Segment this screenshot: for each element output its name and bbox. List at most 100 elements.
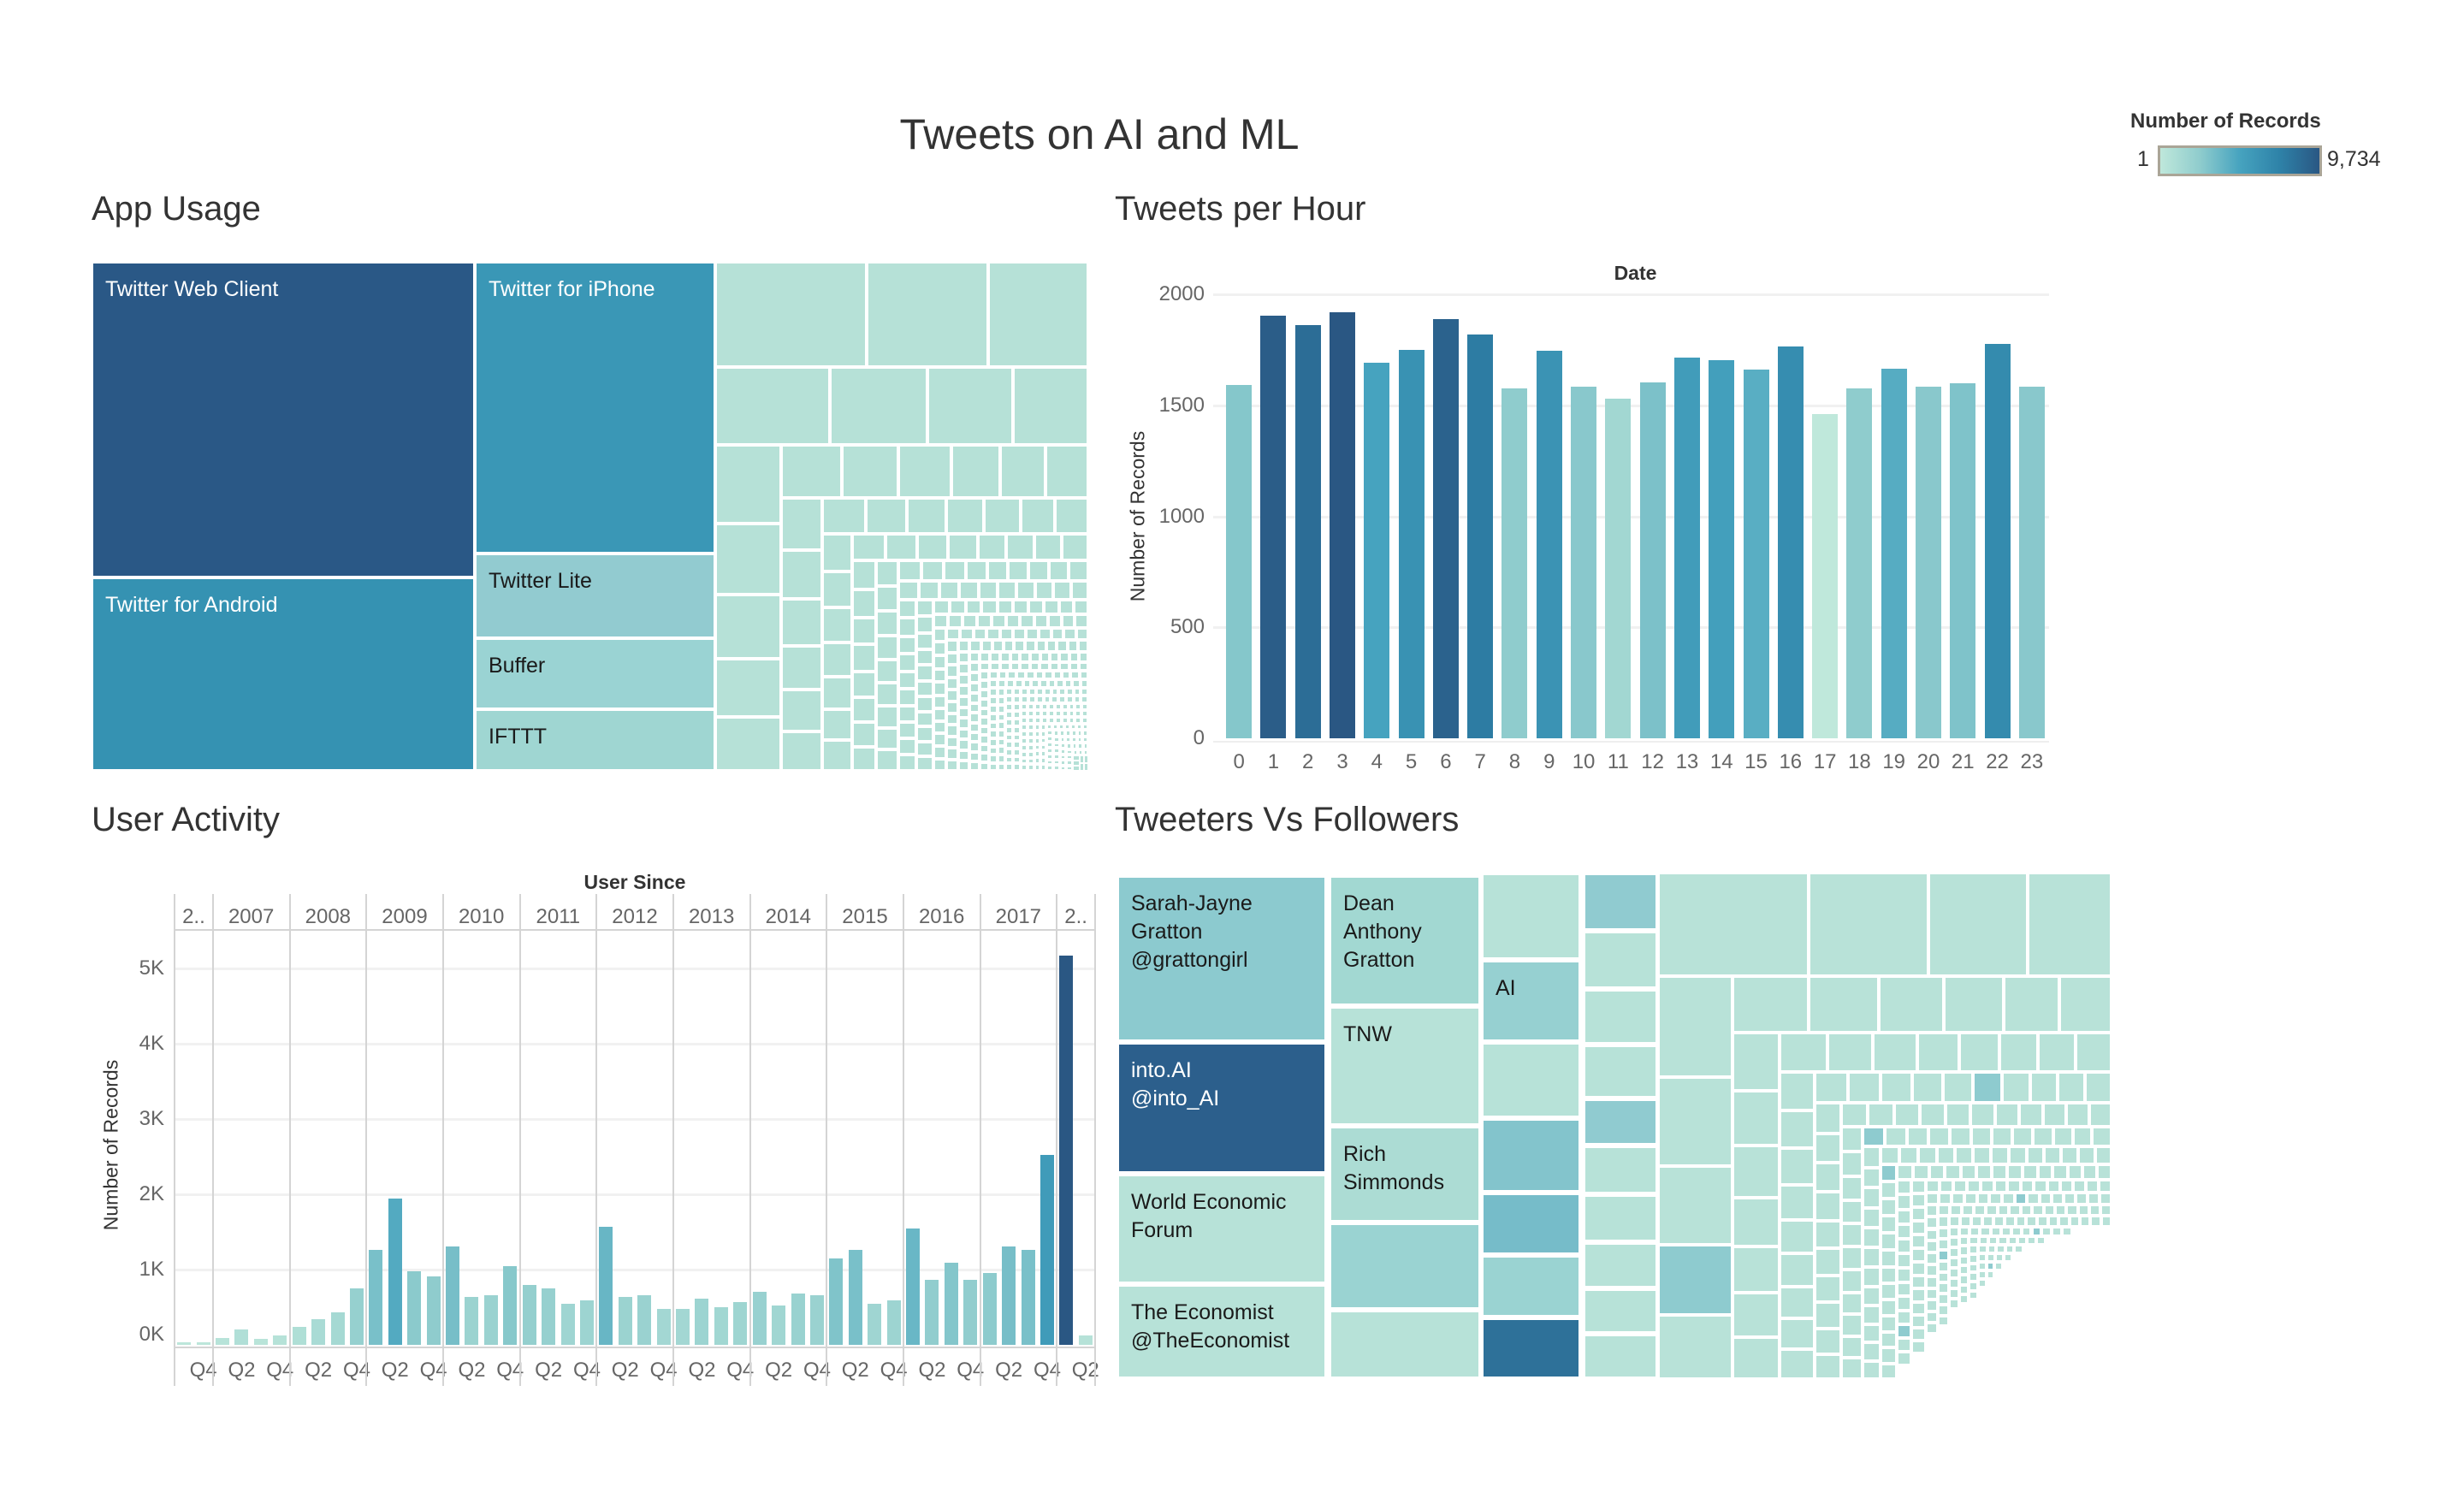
- app-tile-other[interactable]: [1043, 696, 1051, 703]
- app-tile-other[interactable]: [715, 595, 781, 660]
- app-tile-other[interactable]: [821, 571, 853, 608]
- bar[interactable]: [791, 1293, 805, 1345]
- tweeter-tile-other[interactable]: [1840, 1314, 1863, 1337]
- app-tile-other[interactable]: [1072, 749, 1078, 756]
- app-tile-other[interactable]: [1059, 652, 1069, 662]
- app-tile-other[interactable]: [1005, 696, 1014, 704]
- app-tile-other[interactable]: [1029, 652, 1040, 662]
- tweeter-tile-other[interactable]: [1873, 1032, 1917, 1073]
- year-header-label[interactable]: 2008: [305, 905, 352, 928]
- tweeter-tile-other[interactable]: [1950, 1127, 1971, 1147]
- bar[interactable]: [906, 1229, 921, 1345]
- app-tile-other[interactable]: [1020, 652, 1030, 662]
- tweeter-tile-other[interactable]: [1896, 1223, 1912, 1239]
- tweeter-tile-other[interactable]: [1964, 1192, 1977, 1205]
- bar[interactable]: [560, 1304, 575, 1345]
- tweeter-tile-other[interactable]: [1896, 1253, 1912, 1268]
- app-tile-other[interactable]: [1040, 679, 1048, 688]
- app-tile-other[interactable]: [988, 688, 998, 697]
- tweeter-tile-other[interactable]: [1911, 1275, 1926, 1289]
- app-tile-other[interactable]: [988, 262, 1088, 367]
- tweeter-tile-other[interactable]: [1815, 1133, 1841, 1163]
- app-tile-other[interactable]: [1069, 652, 1079, 662]
- app-tile-other[interactable]: [944, 560, 966, 581]
- app-tile-other[interactable]: [988, 762, 998, 771]
- app-tile-other[interactable]: [1028, 750, 1035, 758]
- app-tile-other[interactable]: [1052, 580, 1071, 600]
- app-tile-other[interactable]: [1047, 679, 1057, 688]
- app-tile-other[interactable]: [852, 696, 877, 723]
- app-tile-other[interactable]: [898, 636, 917, 654]
- app-tile-other[interactable]: [1054, 702, 1062, 711]
- bar[interactable]: [982, 1273, 997, 1345]
- tweeter-tile-other[interactable]: [1925, 1252, 1939, 1265]
- app-tile-other[interactable]: [1035, 640, 1047, 653]
- tweeter-tile-other[interactable]: [1969, 1272, 1978, 1282]
- app-tile-other[interactable]: [988, 721, 998, 731]
- tweeter-tile-other[interactable]: [1977, 1270, 1987, 1280]
- app-tile-other[interactable]: [946, 497, 985, 534]
- tweeter-tile-other[interactable]: [2005, 1245, 2015, 1254]
- tweeter-tile-other[interactable]: [1880, 1199, 1897, 1217]
- bar[interactable]: [772, 1305, 786, 1345]
- app-tile-other[interactable]: [1034, 743, 1041, 751]
- app-tile-other[interactable]: [933, 628, 947, 642]
- app-tile-other[interactable]: [988, 746, 998, 755]
- app-tile-other[interactable]: [933, 642, 947, 656]
- tweeter-tile-other[interactable]: [1911, 1301, 1926, 1316]
- app-tile-other[interactable]: [1034, 757, 1041, 765]
- app-tile-other[interactable]: [998, 755, 1006, 763]
- app-tile-other[interactable]: [1005, 749, 1014, 756]
- tweeter-tile-other[interactable]: [1938, 1192, 1952, 1205]
- tweeter-tile[interactable]: into.AI @into_AI: [1116, 1042, 1327, 1174]
- tweeter-tile-other[interactable]: [1996, 1245, 2005, 1254]
- app-tile-other[interactable]: [949, 599, 966, 614]
- app-tile-other[interactable]: [965, 599, 982, 614]
- app-tile-other[interactable]: [1083, 755, 1088, 764]
- tweeter-tile-other[interactable]: [1732, 1293, 1780, 1337]
- app-tile-other[interactable]: [968, 652, 980, 663]
- app-tile-other[interactable]: [1008, 560, 1029, 581]
- app-tile-other[interactable]: [916, 741, 933, 757]
- tweeter-tile-other[interactable]: [1779, 1032, 1827, 1073]
- tweeter-tile-other[interactable]: [1991, 1146, 2010, 1164]
- app-tile-other[interactable]: [946, 665, 959, 678]
- app-tile-other[interactable]: [715, 717, 781, 771]
- tweeter-tile-other[interactable]: [1583, 1242, 1658, 1288]
- tweeter-tile-other[interactable]: [1990, 1226, 2001, 1236]
- app-tile-other[interactable]: [916, 665, 933, 681]
- app-tile-other[interactable]: [1053, 736, 1060, 743]
- tweeter-tile-other[interactable]: [1815, 1353, 1841, 1379]
- app-tile-other[interactable]: [916, 533, 948, 561]
- tweeter-tile-other[interactable]: [1949, 1299, 1959, 1310]
- tweeter-tile-other[interactable]: [1896, 1267, 1912, 1282]
- tweeter-tile-other[interactable]: [2020, 1179, 2035, 1193]
- tweeter-tile-other[interactable]: [2012, 1127, 2034, 1147]
- app-tile-other[interactable]: [780, 497, 822, 550]
- tweeter-tile-other[interactable]: [1878, 976, 1944, 1033]
- app-tile-other[interactable]: [980, 753, 989, 762]
- tweeter-tile-other[interactable]: [1880, 1233, 1897, 1251]
- bar[interactable]: [330, 1311, 345, 1345]
- app-tile-other[interactable]: [1034, 580, 1053, 600]
- tweeter-tile-other[interactable]: [1938, 1294, 1950, 1305]
- app-tile-other[interactable]: [1063, 679, 1073, 688]
- app-tile-other[interactable]: [1051, 628, 1064, 641]
- tweeter-tile-other[interactable]: [1997, 1205, 2010, 1217]
- bar[interactable]: [1040, 1155, 1054, 1345]
- app-tile-other[interactable]: [946, 640, 959, 653]
- bar[interactable]: [963, 1280, 978, 1345]
- app-tile-other[interactable]: [1028, 710, 1035, 718]
- app-tile-other[interactable]: [1034, 717, 1042, 724]
- bar[interactable]: [1950, 382, 1976, 738]
- tweeter-tile-other[interactable]: [1925, 1288, 1939, 1300]
- tweeter-tile-other[interactable]: [1880, 1163, 1897, 1182]
- tweeter-tile-other[interactable]: [2092, 1127, 2112, 1147]
- tweeter-tile-other[interactable]: [1949, 1216, 1961, 1227]
- tweeter-tile-other[interactable]: [1938, 1238, 1950, 1250]
- app-tile-other[interactable]: [1027, 702, 1034, 711]
- app-tile-other[interactable]: [1061, 702, 1069, 711]
- tweeter-tile-other[interactable]: [2055, 1205, 2067, 1217]
- tweeter-tile-other[interactable]: [1969, 1281, 1978, 1291]
- bar[interactable]: [1984, 344, 2011, 738]
